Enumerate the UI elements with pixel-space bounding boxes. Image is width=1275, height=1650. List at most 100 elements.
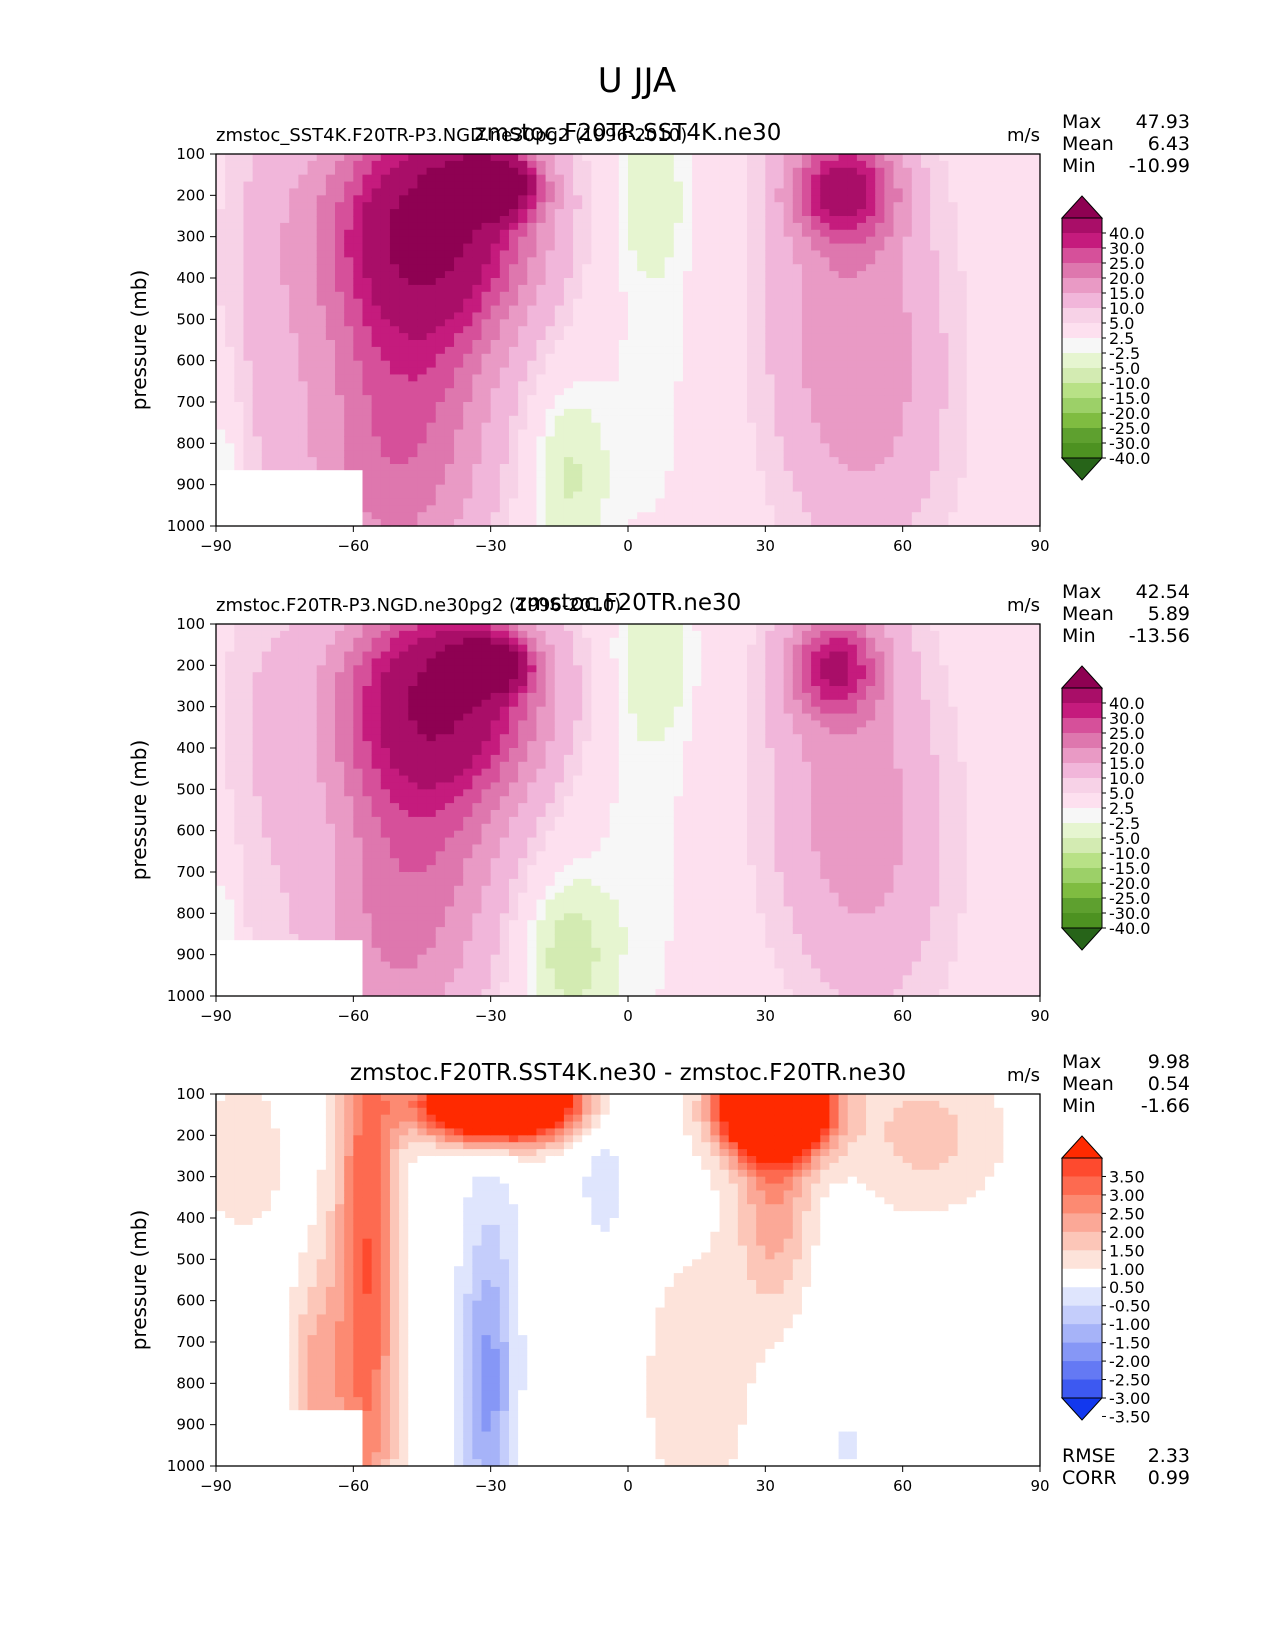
contour-cell [664,229,675,238]
contour-cell [280,222,290,231]
contour-cell [646,491,657,500]
contour-cell [280,154,290,162]
contour-cell [920,498,931,506]
contour-cell [545,333,556,341]
contour-cell [536,284,547,293]
contour-cell [325,353,336,362]
contour-cell [307,312,318,320]
contour-cell [838,236,849,245]
contour-cell [664,312,675,320]
contour-cell [261,346,272,355]
contour-cell [463,505,473,513]
contour-cell [829,257,840,265]
contour-cell [216,319,226,327]
contour-cell [270,319,281,327]
contour-cell [710,346,721,355]
contour-cell [518,443,528,451]
contour-cell [820,415,831,424]
contour-cell [417,160,428,169]
contour-cell [234,360,245,369]
contour-cell [362,477,373,486]
contour-cell [966,188,977,196]
contour-cell [444,257,455,265]
contour-cell [829,340,840,348]
contour-cell [307,443,318,451]
contour-cell [920,305,931,314]
contour-cell [252,353,263,362]
contour-cell [975,271,986,279]
contour-cell [747,457,757,465]
contour-cell [655,174,666,183]
contour-cell [930,181,940,190]
contour-cell [600,353,611,362]
contour-cell [573,374,583,382]
contour-cell [847,305,858,314]
contour-cell [380,443,391,451]
contour-cell [335,271,345,279]
contour-cell [399,450,409,458]
contour-cell [527,236,538,245]
contour-cell [545,209,556,217]
contour-cell [628,181,638,190]
contour-cell [490,512,501,520]
contour-cell [380,477,391,486]
contour-cell [444,250,455,258]
contour-cell [280,346,290,355]
contour-cell [609,257,620,265]
contour-cell [609,250,620,258]
contour-cell [975,402,986,410]
contour-cell [554,333,565,341]
contour-cell [307,333,318,341]
contour-cell [1030,470,1041,479]
contour-cell [902,174,913,183]
contour-cell [692,298,702,307]
contour-cell [243,243,254,252]
contour-cell [380,415,391,424]
contour-cell [270,388,281,396]
contour-cell [252,305,263,314]
contour-cell [454,491,464,500]
contour-cell [673,443,684,451]
contour-cell [1021,505,1032,513]
contour-cell [866,222,876,231]
contour-cell [856,374,867,382]
contour-cell [518,312,528,320]
colorbar-segment [1062,428,1102,444]
contour-cell [628,160,638,169]
contour-cell [692,312,702,320]
contour-cell [728,367,739,376]
contour-cell [756,250,766,258]
contour-cell [435,312,446,320]
contour-cell [216,402,226,410]
contour-cell [756,202,766,210]
contour-cell [728,209,739,217]
contour-cell [234,429,245,438]
contour-cell [637,367,647,376]
contour-cell [747,498,757,506]
contour-cell [325,312,336,320]
contour-cell [417,326,428,334]
contour-cell [591,436,602,444]
contour-cell [600,470,611,479]
contour-cell [600,264,611,272]
contour-cell [893,154,904,162]
contour-cell [893,395,904,403]
contour-cell [371,291,382,300]
contour-cell [902,209,913,217]
contour-cell [573,477,583,486]
contour-cell [618,353,629,362]
contour-cell [573,505,583,513]
contour-cell [957,450,968,458]
contour-cell [701,229,711,238]
contour-cell [884,333,895,341]
contour-cell [801,498,812,506]
contour-cell [939,353,950,362]
contour-cell [298,333,309,341]
contour-cell [216,305,226,314]
contour-cell [527,374,538,382]
contour-cell [646,519,657,527]
contour-cell [975,443,986,451]
contour-cell [261,402,272,410]
contour-cell [756,408,766,417]
contour-cell [884,429,895,438]
